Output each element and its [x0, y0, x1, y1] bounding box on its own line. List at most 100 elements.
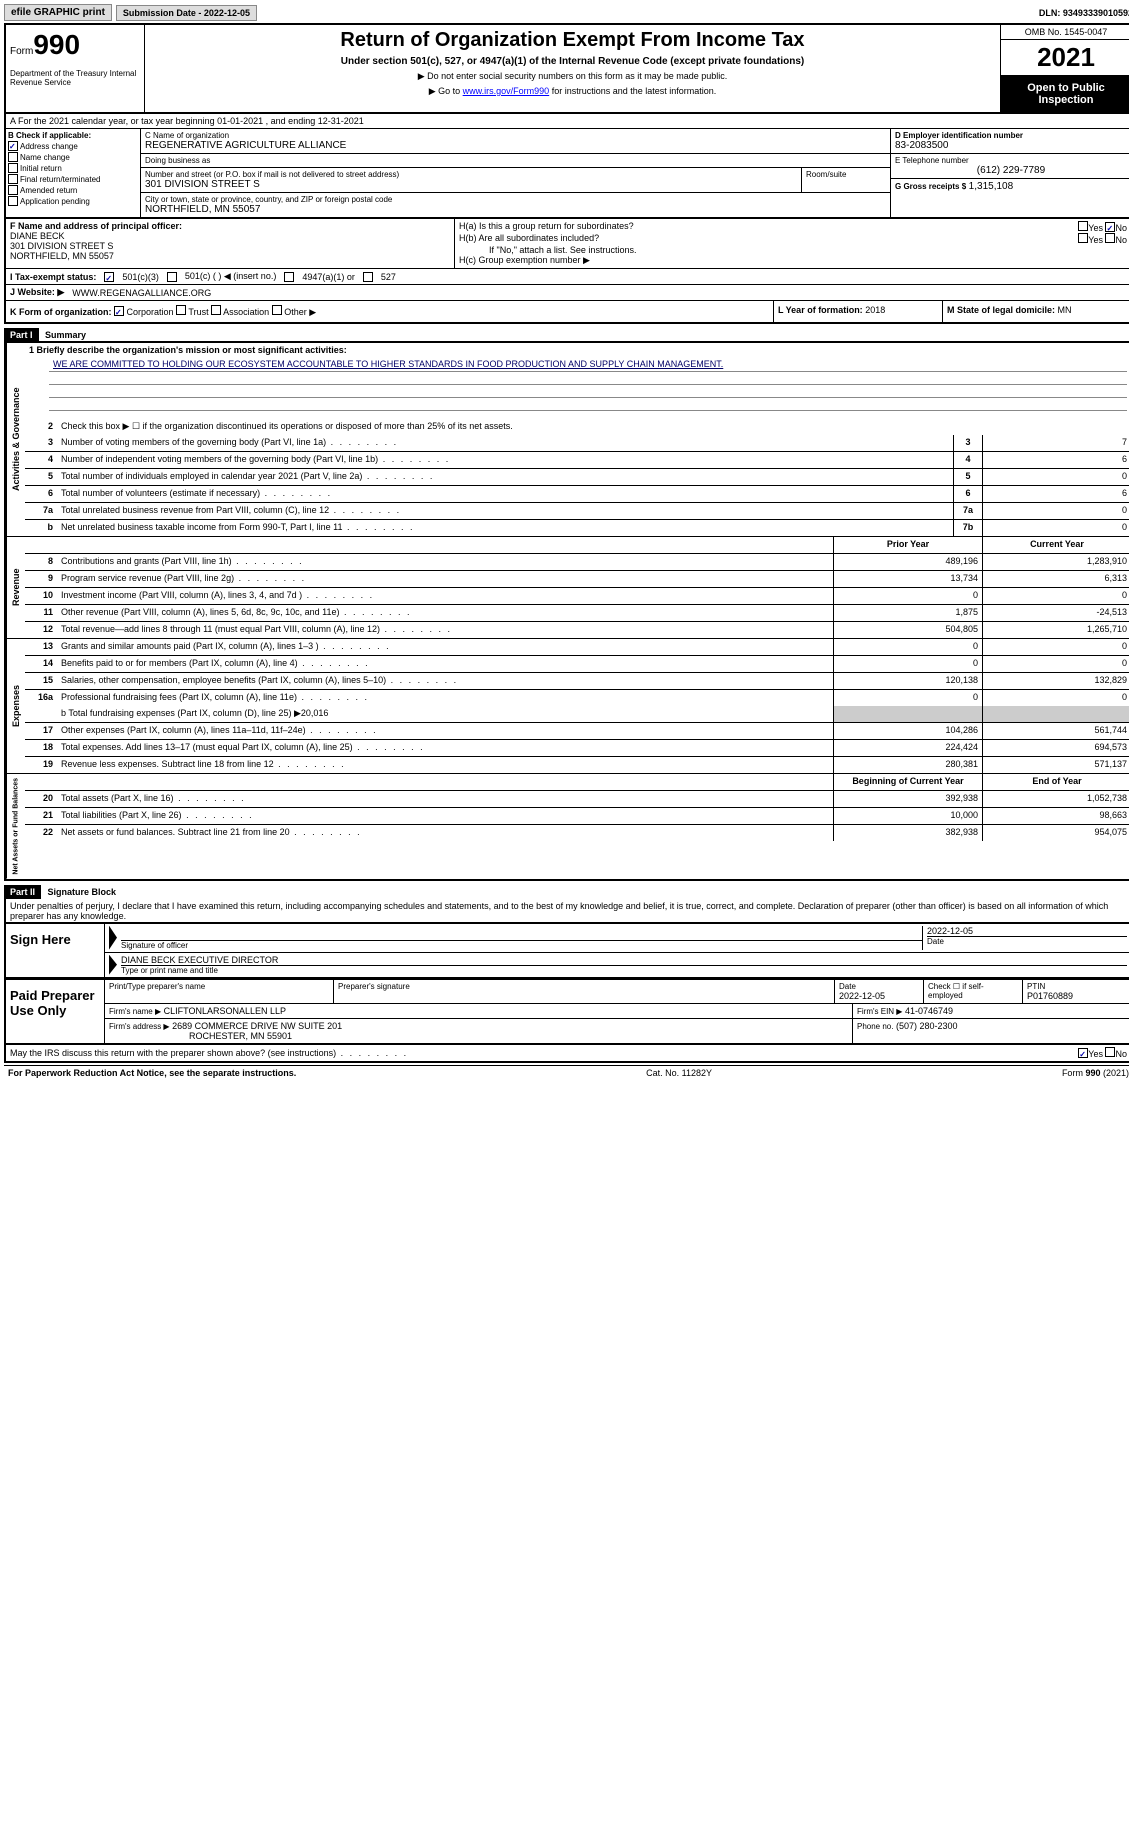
year-formation: 2018 [865, 305, 885, 315]
current-value: -24,513 [982, 605, 1129, 621]
cb-assoc[interactable] [211, 305, 221, 315]
prior-value: 120,138 [833, 673, 982, 689]
cb-corp[interactable] [114, 306, 124, 316]
line-text: Total number of volunteers (estimate if … [57, 486, 953, 502]
cb-4947[interactable] [284, 272, 294, 282]
cb-501c[interactable] [167, 272, 177, 282]
cb-ha-yes[interactable] [1078, 221, 1088, 231]
prior-value: 1,875 [833, 605, 982, 621]
signer-name: DIANE BECK EXECUTIVE DIRECTOR [121, 955, 1127, 965]
cb-discuss-no[interactable] [1105, 1047, 1115, 1057]
f-label: F Name and address of principal officer: [10, 221, 450, 231]
line-box: 3 [953, 435, 982, 451]
org-name: REGENERATIVE AGRICULTURE ALLIANCE [145, 140, 886, 151]
f-cell: F Name and address of principal officer:… [6, 219, 455, 268]
cb-address-change[interactable] [8, 141, 18, 151]
m-label: M State of legal domicile: [947, 305, 1055, 315]
prior-year-hdr: Prior Year [833, 537, 982, 553]
date-label: Date [927, 936, 1127, 946]
cb-trust[interactable] [176, 305, 186, 315]
officer-name: DIANE BECK [10, 231, 450, 241]
begin-year-hdr: Beginning of Current Year [833, 774, 982, 790]
vtab-netassets: Net Assets or Fund Balances [6, 774, 25, 879]
line-text: Total liabilities (Part X, line 26) [57, 808, 833, 824]
h-cell: H(a) Is this a group return for subordin… [455, 219, 1129, 268]
city-label: City or town, state or province, country… [145, 195, 886, 204]
cb-other[interactable] [272, 305, 282, 315]
sign-date: 2022-12-05 [927, 926, 1127, 936]
line-value: 0 [982, 469, 1129, 485]
org-name-label: C Name of organization [145, 131, 886, 140]
sign-block: Sign Here Signature of officer 2022-12-0… [4, 922, 1129, 979]
line-text: Total assets (Part X, line 16) [57, 791, 833, 807]
topbar: efile GRAPHIC print Submission Date - 20… [4, 4, 1129, 21]
line-box: 5 [953, 469, 982, 485]
end-year-hdr: End of Year [982, 774, 1129, 790]
line-text: Total number of individuals employed in … [57, 469, 953, 485]
current-value: 0 [982, 588, 1129, 604]
part1-box: Activities & Governance 1 Briefly descri… [4, 341, 1129, 881]
cat-no: Cat. No. 11282Y [646, 1068, 712, 1078]
ptin: P01760889 [1027, 991, 1127, 1001]
line-text: Grants and similar amounts paid (Part IX… [57, 639, 833, 655]
mission-label: 1 Briefly describe the organization's mi… [29, 345, 1127, 355]
prior-value: 382,938 [833, 825, 982, 841]
k-label: K Form of organization: [10, 307, 112, 317]
ein-label: D Employer identification number [895, 131, 1127, 140]
prior-value: 504,805 [833, 622, 982, 638]
discuss-label: May the IRS discuss this return with the… [10, 1048, 408, 1058]
part2-header: Part II Signature Block [4, 881, 1129, 899]
line-text: Investment income (Part VIII, column (A)… [57, 588, 833, 604]
j-row: J Website: ▶ WWW.REGENAGALLIANCE.ORG [4, 285, 1129, 301]
gross-label: G Gross receipts $ [895, 182, 966, 191]
current-value: 1,052,738 [982, 791, 1129, 807]
part1-title: Summary [45, 330, 86, 340]
cb-amended[interactable] [8, 185, 18, 195]
cb-name-change[interactable] [8, 152, 18, 162]
current-value: 561,744 [982, 723, 1129, 739]
form-subtitle: Under section 501(c), 527, or 4947(a)(1)… [149, 56, 996, 67]
line16b: b Total fundraising expenses (Part IX, c… [57, 706, 833, 722]
prior-value: 0 [833, 656, 982, 672]
cb-pending[interactable] [8, 196, 18, 206]
cb-initial[interactable] [8, 163, 18, 173]
cb-hb-no[interactable] [1105, 233, 1115, 243]
efile-button[interactable]: efile GRAPHIC print [4, 4, 112, 21]
city: NORTHFIELD, MN 55057 [145, 204, 886, 215]
phone: (612) 229-7789 [895, 165, 1127, 176]
current-value: 98,663 [982, 808, 1129, 824]
blank-line [49, 387, 1127, 398]
line2: Check this box ▶ ☐ if the organization d… [57, 419, 1129, 435]
line-text: Other expenses (Part IX, column (A), lin… [57, 723, 833, 739]
cb-discuss-yes[interactable] [1078, 1048, 1088, 1058]
gross: 1,315,108 [969, 181, 1014, 192]
irs-link[interactable]: www.irs.gov/Form990 [463, 86, 550, 96]
preparer-side: Paid Preparer Use Only [6, 980, 105, 1043]
cb-ha-no[interactable] [1105, 222, 1115, 232]
firm-addr2: ROCHESTER, MN 55901 [189, 1031, 292, 1041]
line-text: Number of voting members of the governin… [57, 435, 953, 451]
line-text: Contributions and grants (Part VIII, lin… [57, 554, 833, 570]
firm-addr: 2689 COMMERCE DRIVE NW SUITE 201 [172, 1021, 342, 1031]
prep-phone: (507) 280-2300 [896, 1021, 958, 1031]
line-value: 6 [982, 486, 1129, 502]
open-public: Open to Public Inspection [1001, 76, 1129, 112]
paperwork-notice: For Paperwork Reduction Act Notice, see … [8, 1068, 296, 1078]
prior-value: 0 [833, 690, 982, 706]
col-d: D Employer identification number 83-2083… [890, 129, 1129, 217]
sig-label: Signature of officer [121, 940, 922, 950]
addr: 301 DIVISION STREET S [145, 179, 797, 190]
ein: 83-2083500 [895, 140, 1127, 151]
firm-ein: 41-0746749 [905, 1006, 953, 1016]
prior-value: 13,734 [833, 571, 982, 587]
j-label: J Website: ▶ [10, 287, 64, 298]
cb-final[interactable] [8, 174, 18, 184]
line-value: 7 [982, 435, 1129, 451]
i-label: I Tax-exempt status: [10, 272, 96, 282]
cb-hb-yes[interactable] [1078, 233, 1088, 243]
vtab-revenue: Revenue [6, 537, 25, 638]
cb-501c3[interactable] [104, 272, 114, 282]
blank-line [49, 400, 1127, 411]
arrow-icon [109, 926, 117, 950]
cb-527[interactable] [363, 272, 373, 282]
